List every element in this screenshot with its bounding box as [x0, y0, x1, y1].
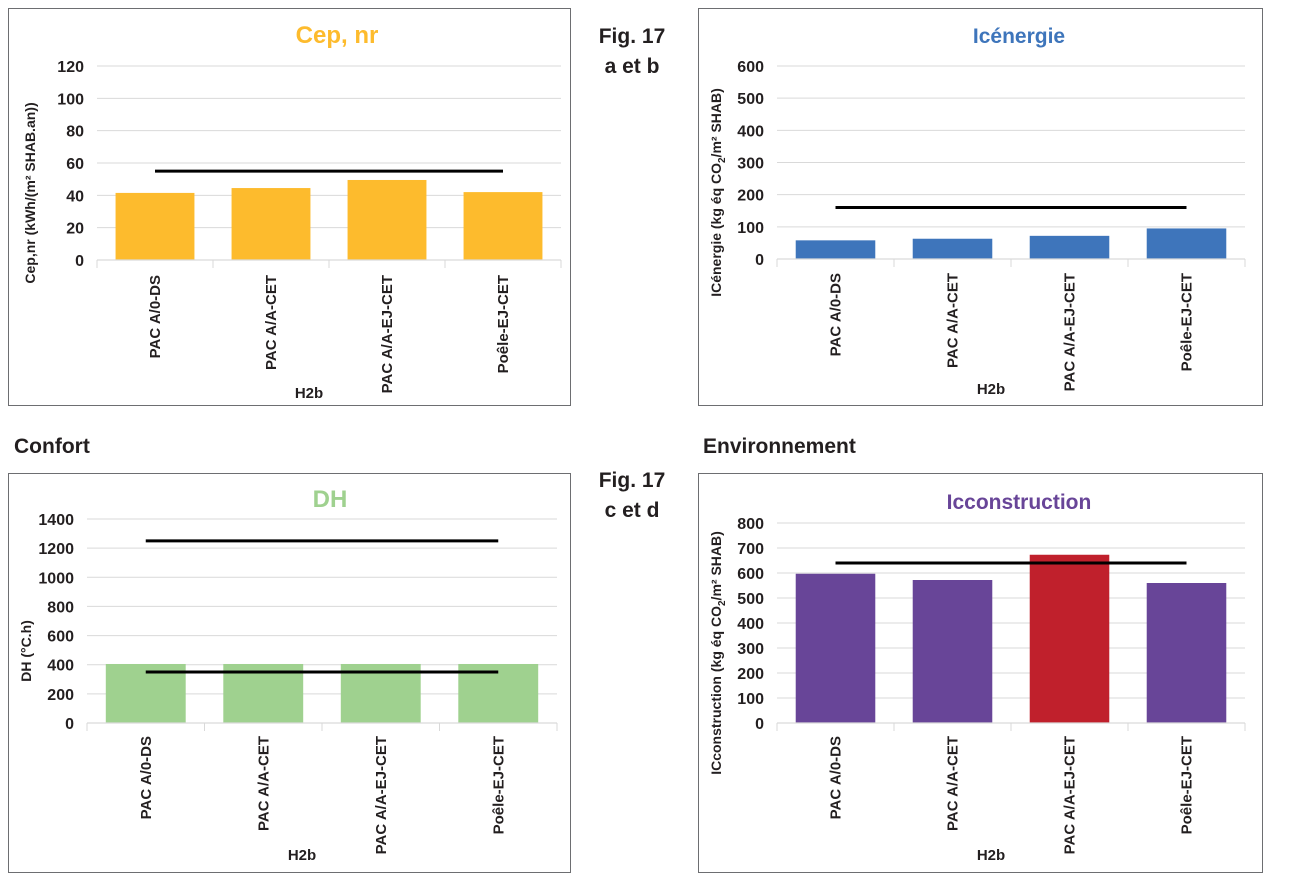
y-tick-label: 500 [737, 591, 764, 608]
y-tick-label: 0 [65, 716, 74, 733]
y-tick-label: 800 [47, 599, 74, 616]
bar [1146, 583, 1227, 723]
section-heading-environnement: Environnement [703, 435, 856, 458]
y-tick-label: 1400 [38, 512, 74, 529]
figure-caption-top: Fig. 17 a et b [577, 22, 687, 82]
icenergie-chart: Icénergie 0 100 200 300 400 500 600 PAC A/0-DS PA… [708, 25, 1246, 398]
bar [1029, 554, 1110, 723]
y-tick-label: 100 [57, 91, 84, 108]
figure-caption-top-line1: Fig. 17 [598, 25, 666, 48]
figure-caption-bottom-line2: c et d [604, 499, 660, 522]
bar [115, 192, 195, 260]
y-tick-label: 40 [66, 188, 84, 205]
x-category-label: PAC A/A-CET [945, 273, 962, 368]
bar [231, 188, 311, 260]
x-category-label: Poêle-EJ-CET [490, 736, 507, 834]
x-category-label: PAC A/A-CET [945, 736, 962, 831]
x-category-label: PAC A/0-DS [828, 273, 845, 356]
x-axis-title: H2b [288, 847, 316, 864]
y-tick-label: 200 [737, 188, 764, 205]
y-tick-label: 300 [737, 641, 764, 658]
y-tick-label: 80 [66, 124, 84, 141]
y-tick-label: 400 [737, 616, 764, 633]
chart-title: DH [313, 486, 348, 513]
x-category-label: Poêle-EJ-CET [1179, 273, 1196, 371]
y-tick-label: 1200 [38, 541, 74, 558]
y-tick-label: 0 [755, 252, 764, 269]
bar [347, 179, 427, 260]
y-tick-label: 60 [66, 156, 84, 173]
x-category-label: PAC A/A-CET [255, 736, 272, 831]
x-category-label: PAC A/A-EJ-CET [1062, 273, 1079, 391]
y-tick-label: 700 [737, 541, 764, 558]
bar [223, 663, 304, 723]
x-axis-title: H2b [295, 385, 323, 402]
x-category-label: PAC A/A-CET [263, 275, 280, 370]
bar [912, 580, 993, 723]
x-category-label: Poêle-EJ-CET [1179, 736, 1196, 834]
y-tick-label: 400 [737, 123, 764, 140]
cep-chart: Cep, nr 0 20 40 60 80 100 120 PAC A/0-DS PAC A/A-… [22, 22, 562, 402]
chart-title: Cep, nr [296, 22, 379, 49]
chart-panel-dh: DH 0 200 400 600 800 1000 1200 1400 PAC A/0-DS PAC… [8, 473, 571, 873]
y-tick-label: 200 [737, 666, 764, 683]
y-tick-label: 100 [737, 691, 764, 708]
bar [1146, 228, 1227, 259]
section-heading-confort: Confort [14, 435, 90, 458]
y-tick-label: 800 [737, 516, 764, 533]
x-category-label: PAC A/0-DS [147, 275, 164, 358]
bar [1029, 235, 1110, 259]
chart-panel-icconstruction: Icconstruction 0 100 200 300 400 500 600 700 800 P… [698, 473, 1263, 873]
y-tick-label: 100 [737, 220, 764, 237]
y-tick-label: 120 [57, 59, 84, 76]
y-tick-label: 400 [47, 658, 74, 675]
y-tick-label: 1000 [38, 570, 74, 587]
bar [795, 573, 876, 723]
bar [463, 192, 543, 260]
x-category-label: Poêle-EJ-CET [495, 275, 512, 373]
x-category-label: PAC A/A-EJ-CET [379, 275, 396, 393]
icconstruction-chart: Icconstruction 0 100 200 300 400 500 600 700 800 P… [708, 491, 1246, 864]
bar [795, 240, 876, 259]
y-axis-title: ICconstruction (kg éq CO2/m² SHAB) [708, 531, 728, 775]
x-category-label: PAC A/A-EJ-CET [1062, 736, 1079, 854]
y-tick-label: 500 [737, 91, 764, 108]
chart-title: Icénergie [973, 25, 1065, 48]
bar [105, 663, 186, 723]
bar [340, 663, 421, 723]
x-axis-title: H2b [977, 381, 1005, 398]
x-category-label: PAC A/A-EJ-CET [373, 736, 390, 854]
y-axis-title: DH (°C.h) [18, 620, 34, 682]
x-category-label: PAC A/0-DS [138, 736, 155, 819]
chart-panel-cep: Cep, nr 0 20 40 60 80 100 120 PAC A/0-DS PAC A/A-… [8, 8, 571, 406]
x-axis-title: H2b [977, 847, 1005, 864]
y-tick-label: 300 [737, 156, 764, 173]
y-tick-label: 600 [737, 59, 764, 76]
figure-caption-bottom: Fig. 17 c et d [577, 466, 687, 526]
figure-caption-bottom-line1: Fig. 17 [598, 469, 666, 492]
x-category-label: PAC A/0-DS [828, 736, 845, 819]
chart-title: Icconstruction [947, 491, 1092, 514]
y-tick-label: 200 [47, 687, 74, 704]
y-tick-label: 0 [75, 253, 84, 270]
y-axis-title: ICénergie (kg éq CO2/m² SHAB) [708, 88, 728, 297]
y-tick-label: 20 [66, 221, 84, 238]
chart-panel-icenergie: Icénergie 0 100 200 300 400 500 600 PAC A/0-DS PA… [698, 8, 1263, 406]
y-tick-label: 0 [755, 716, 764, 733]
y-tick-label: 600 [737, 566, 764, 583]
y-tick-label: 600 [47, 629, 74, 646]
figure-caption-top-line2: a et b [604, 55, 660, 78]
bar [912, 238, 993, 259]
y-axis-title: Cep,nr (kWh/(m² SHAB.an)) [22, 102, 38, 283]
dh-chart: DH 0 200 400 600 800 1000 1200 1400 PAC A/0-DS PAC… [18, 486, 558, 864]
bar [458, 663, 539, 723]
